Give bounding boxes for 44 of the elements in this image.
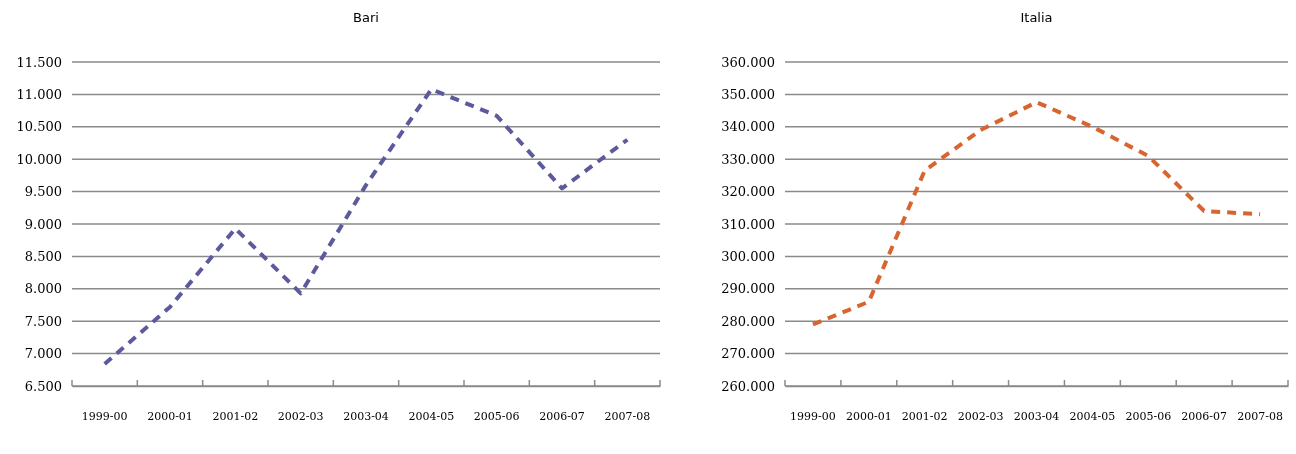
x-tick-label: 2004-05 xyxy=(1069,409,1116,423)
y-tick-label: 6.500 xyxy=(24,378,62,394)
y-tick-label: 11.000 xyxy=(16,87,62,103)
y-tick-label: 340.000 xyxy=(721,119,775,135)
x-tick-label: 1999-00 xyxy=(790,409,836,423)
y-tick-label: 320.000 xyxy=(721,184,775,200)
x-tick-label: 2001-02 xyxy=(901,409,948,423)
y-tick-label: 280.000 xyxy=(721,313,775,329)
x-tick-label: 2002-03 xyxy=(957,409,1004,423)
y-tick-label: 360.000 xyxy=(721,54,775,70)
y-tick-label: 270.000 xyxy=(721,346,775,362)
y-tick-label: 9.000 xyxy=(24,216,62,232)
y-tick-label: 300.000 xyxy=(721,249,775,265)
y-tick-label: 330.000 xyxy=(721,151,775,167)
chart-title: Bari xyxy=(353,10,379,25)
x-tick-label: 2003-04 xyxy=(1013,409,1060,423)
x-tick-label: 2000-01 xyxy=(845,409,892,423)
y-tick-label: 11.500 xyxy=(16,54,62,70)
y-tick-label: 9.500 xyxy=(24,184,62,200)
y-tick-label: 7.000 xyxy=(24,346,62,362)
x-tick-label: 2001-02 xyxy=(212,409,259,423)
chart-title: Italia xyxy=(1020,10,1053,25)
y-tick-label: 8.500 xyxy=(24,249,62,265)
line-series xyxy=(810,100,1263,327)
x-tick-label: 2002-03 xyxy=(277,409,324,423)
y-tick-label: 310.000 xyxy=(721,216,775,232)
line-series xyxy=(102,87,630,366)
x-tick-label: 2007-08 xyxy=(604,409,651,423)
y-tick-label: 350.000 xyxy=(721,87,775,103)
y-tick-label: 10.500 xyxy=(16,119,62,135)
x-tick-label: 2006-07 xyxy=(539,409,585,423)
x-tick-label: 2000-01 xyxy=(147,409,193,423)
y-tick-label: 8.000 xyxy=(24,281,62,297)
x-tick-label: 2005-06 xyxy=(473,409,520,423)
x-tick-label: 2003-04 xyxy=(343,409,389,423)
x-tick-label: 1999-00 xyxy=(81,409,128,423)
y-tick-label: 10.000 xyxy=(16,151,62,167)
x-tick-label: 2006-07 xyxy=(1181,409,1228,423)
y-tick-label: 290.000 xyxy=(721,281,775,297)
x-tick-label: 2005-06 xyxy=(1125,409,1172,423)
x-tick-label: 2007-08 xyxy=(1237,409,1283,423)
x-tick-label: 2004-05 xyxy=(408,409,455,423)
y-tick-label: 260.000 xyxy=(721,378,775,394)
y-tick-label: 7.500 xyxy=(24,313,62,329)
